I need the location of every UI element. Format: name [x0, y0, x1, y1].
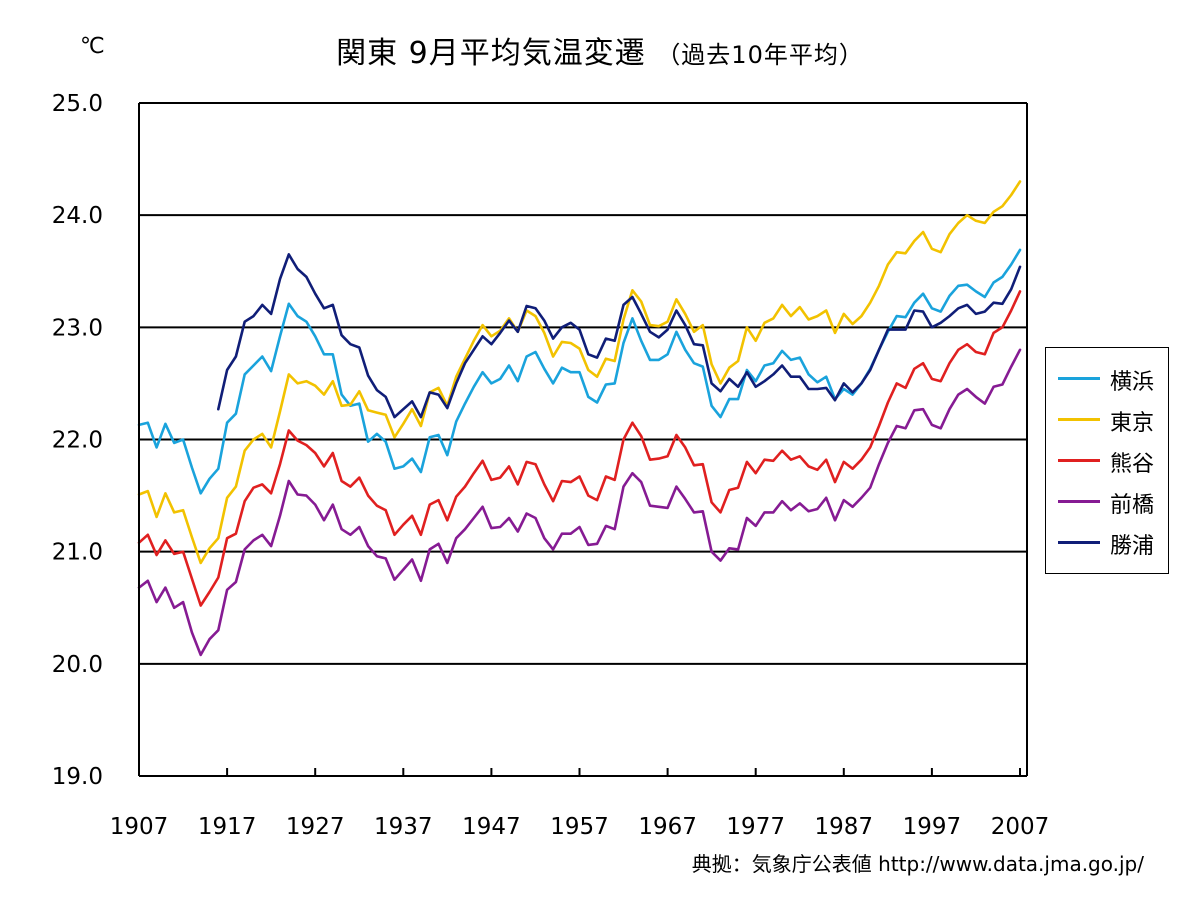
legend-item-4: 勝浦: [1046, 522, 1168, 562]
y-tick-label-6: 25.0: [52, 91, 103, 117]
chart-title-subtitle: （過去10年平均）: [656, 41, 864, 69]
y-tick-label-0: 19.0: [52, 764, 103, 790]
series-line-1: [137, 180, 1022, 565]
series-line-4: [217, 253, 1022, 419]
x-tick-label-5: 1957: [550, 814, 609, 840]
chart-title-main: 関東 9月平均気温変遷: [336, 36, 646, 71]
y-axis-unit-label: ℃: [80, 34, 105, 59]
y-tick-label-5: 24.0: [52, 203, 103, 229]
x-tick-label-6: 1967: [638, 814, 697, 840]
legend-swatch-4: [1058, 541, 1100, 544]
series-line-2: [137, 290, 1022, 607]
x-tick-label-10: 2007: [991, 814, 1050, 840]
x-tick-label-7: 1977: [726, 814, 785, 840]
series-lines: [137, 180, 1022, 657]
chart-title: 関東 9月平均気温変遷 （過去10年平均）: [0, 28, 1200, 72]
x-tick-label-9: 1997: [903, 814, 962, 840]
series-line-3: [137, 348, 1022, 657]
legend-item-0: 横浜: [1046, 358, 1168, 398]
legend-swatch-2: [1058, 459, 1100, 462]
series-line-0: [137, 248, 1022, 495]
legend-label-4: 勝浦: [1110, 534, 1155, 559]
legend-item-1: 東京: [1046, 399, 1168, 439]
x-tick-label-4: 1947: [462, 814, 521, 840]
x-tick-label-3: 1937: [374, 814, 433, 840]
y-tick-label-1: 20.0: [52, 652, 103, 678]
y-tick-label-2: 21.0: [52, 540, 103, 566]
legend-item-2: 熊谷: [1046, 440, 1168, 480]
source-note: 典拠：気象庁公表値 http://www.data.jma.go.jp/: [691, 852, 1144, 876]
x-tick-label-2: 1927: [286, 814, 345, 840]
tick-labels: 1907 1917 1927 1937 1947 1957 1967 1977 1987 1997…: [52, 91, 1049, 840]
y-tick-label-4: 23.0: [52, 315, 103, 341]
legend-swatch-3: [1058, 500, 1100, 503]
legend-label-1: 東京: [1110, 411, 1155, 436]
x-tick-label-1: 1917: [198, 814, 257, 840]
legend-item-3: 前橋: [1046, 481, 1168, 521]
legend-swatch-0: [1058, 377, 1100, 380]
x-tick-label-0: 1907: [110, 814, 169, 840]
y-tick-label-3: 22.0: [52, 428, 103, 454]
legend: 横浜東京熊谷前橋勝浦: [1045, 347, 1169, 574]
legend-label-3: 前橋: [1110, 493, 1155, 518]
axes: [138, 103, 1028, 777]
legend-label-0: 横浜: [1110, 370, 1155, 395]
x-tick-label-8: 1987: [815, 814, 874, 840]
legend-swatch-1: [1058, 418, 1100, 421]
legend-label-2: 熊谷: [1110, 452, 1155, 477]
